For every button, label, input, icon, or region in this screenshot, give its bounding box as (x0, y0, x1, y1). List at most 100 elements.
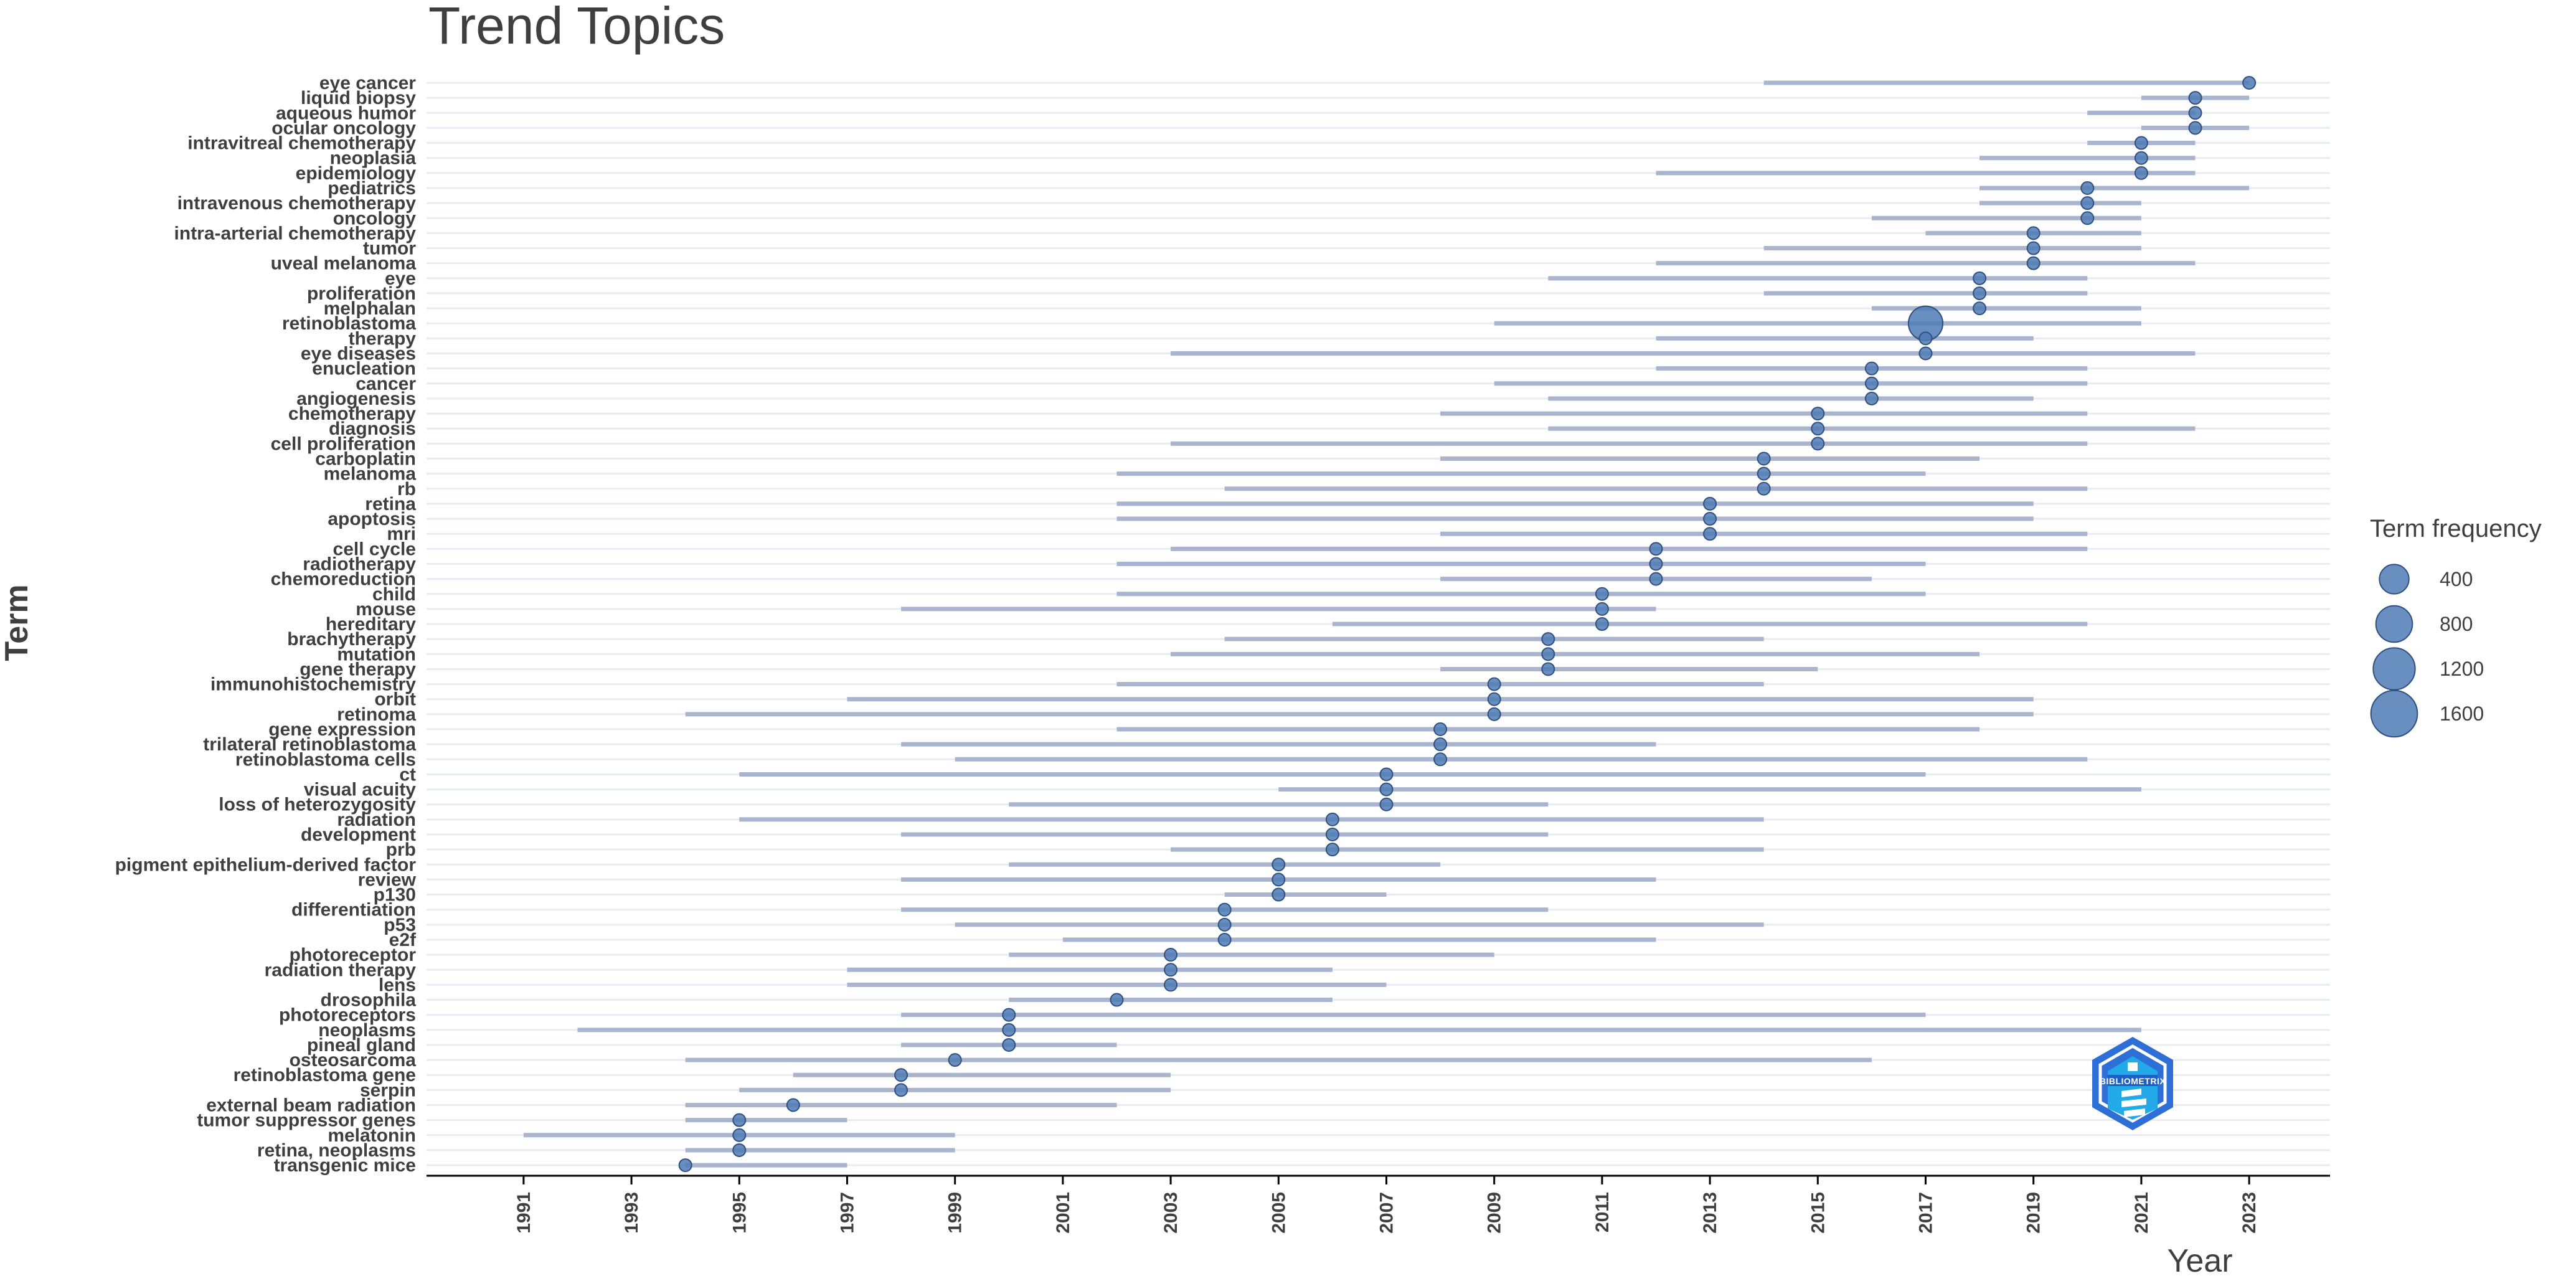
legend-label: 1200 (2440, 658, 2484, 680)
term-label: carboplatin (315, 449, 416, 470)
term-label: retinoblastoma gene (234, 1065, 416, 1085)
term-label: cell proliferation (271, 433, 416, 454)
x-tick-label: 2003 (1161, 1192, 1181, 1234)
term-point (1433, 752, 1448, 767)
term-label: intra-arterial chemotherapy (174, 223, 417, 243)
term-label: e2f (389, 930, 417, 950)
term-label: lens (379, 975, 416, 995)
term-label: immunohistochemistry (210, 674, 416, 695)
x-tick-label: 2017 (1915, 1192, 1936, 1234)
term-point (1433, 737, 1448, 752)
term-label: retinoblastoma (282, 313, 416, 334)
term-label: angiogenesis (296, 389, 416, 409)
term-label: cancer (356, 374, 416, 394)
term-label: drosophila (321, 990, 417, 1011)
term-point (1757, 481, 1771, 496)
term-label: p130 (374, 885, 416, 905)
term-point (1811, 437, 1825, 451)
term-point (1379, 767, 1394, 782)
term-point (1433, 722, 1448, 737)
term-point (1325, 843, 1339, 857)
term-label: retinoma (337, 704, 416, 725)
term-point (1217, 902, 1232, 917)
term-point (1864, 391, 1879, 405)
x-tick-label: 2009 (1484, 1192, 1505, 1234)
term-point (1649, 542, 1663, 556)
chart-title: Trend Topics (428, 0, 725, 55)
term-point (1703, 512, 1717, 526)
term-label: radiation (337, 810, 416, 830)
x-tick-label: 1997 (837, 1192, 857, 1234)
term-point (1487, 692, 1501, 706)
term-point (1864, 361, 1879, 376)
term-label: diagnosis (329, 418, 416, 439)
term-label: mouse (356, 599, 416, 620)
term-point (894, 1068, 908, 1082)
term-point (894, 1083, 908, 1097)
x-tick-label: 1991 (514, 1192, 534, 1234)
term-point (1864, 376, 1879, 390)
term-label: trilateral retinoblastoma (203, 734, 416, 755)
x-tick-label: 2013 (1700, 1192, 1720, 1234)
term-point (2080, 181, 2095, 195)
term-label: visual acuity (304, 780, 416, 800)
term-label: epidemiology (296, 163, 417, 184)
term-label: radiotherapy (303, 554, 416, 574)
term-point (1487, 707, 1501, 721)
term-label: transgenic mice (274, 1155, 416, 1176)
term-label: melphalan (324, 298, 416, 319)
legend-label: 800 (2440, 613, 2473, 635)
term-point (1110, 993, 1124, 1007)
term-point (1757, 466, 1771, 481)
term-label: eye diseases (301, 344, 416, 364)
term-label: rb (397, 479, 416, 499)
term-label: enucleation (312, 359, 416, 379)
term-label: osteosarcoma (290, 1050, 417, 1070)
term-point (786, 1098, 800, 1112)
term-point (1541, 647, 1555, 661)
logo-text: BIBLIOMETRIX (2100, 1076, 2166, 1086)
term-label: p53 (384, 915, 416, 935)
x-axis-title: Year (2167, 1243, 2232, 1276)
term-point (1703, 527, 1717, 541)
term-label: cell cycle (333, 539, 416, 559)
term-label: photoreceptor (290, 945, 417, 965)
term-label: retinoblastoma cells (235, 749, 416, 770)
term-label: mutation (337, 644, 416, 664)
term-label: pediatrics (328, 178, 416, 199)
term-points (678, 76, 2257, 1173)
term-point (1379, 782, 1394, 796)
term-point (1271, 872, 1286, 887)
term-label: tumor suppressor genes (197, 1110, 416, 1131)
legend: Term frequency 400 800 1200 1600 (2370, 515, 2542, 738)
term-label: development (301, 825, 416, 845)
term-point (732, 1113, 747, 1127)
term-point (2026, 226, 2041, 240)
x-tick-label: 2021 (2131, 1192, 2152, 1234)
legend-title: Term frequency (2370, 515, 2542, 542)
term-point (1271, 858, 1286, 872)
term-label: photoreceptors (279, 1005, 416, 1026)
x-tick-label: 1993 (621, 1192, 642, 1234)
term-label: eye cancer (319, 73, 416, 93)
term-label: proliferation (307, 283, 416, 304)
term-point (2188, 121, 2202, 135)
term-label: retina (365, 494, 416, 514)
x-tick-label: 2011 (1592, 1192, 1613, 1232)
term-point (1217, 917, 1232, 932)
term-point (948, 1053, 962, 1067)
term-point (1164, 948, 1178, 962)
term-label: retina, neoplasms (257, 1140, 416, 1161)
term-label: serpin (360, 1080, 416, 1100)
term-label: mri (387, 524, 416, 544)
term-label: uveal melanoma (271, 253, 417, 274)
term-point (1164, 963, 1178, 977)
legend-swatch (2379, 564, 2410, 595)
term-label: review (358, 869, 417, 890)
term-point (1973, 271, 1987, 285)
term-point (2134, 151, 2148, 165)
y-axis-title: Term (0, 584, 35, 661)
term-label: child (372, 584, 416, 605)
x-tick-label: 2015 (1808, 1192, 1828, 1234)
term-point (1918, 346, 1933, 361)
